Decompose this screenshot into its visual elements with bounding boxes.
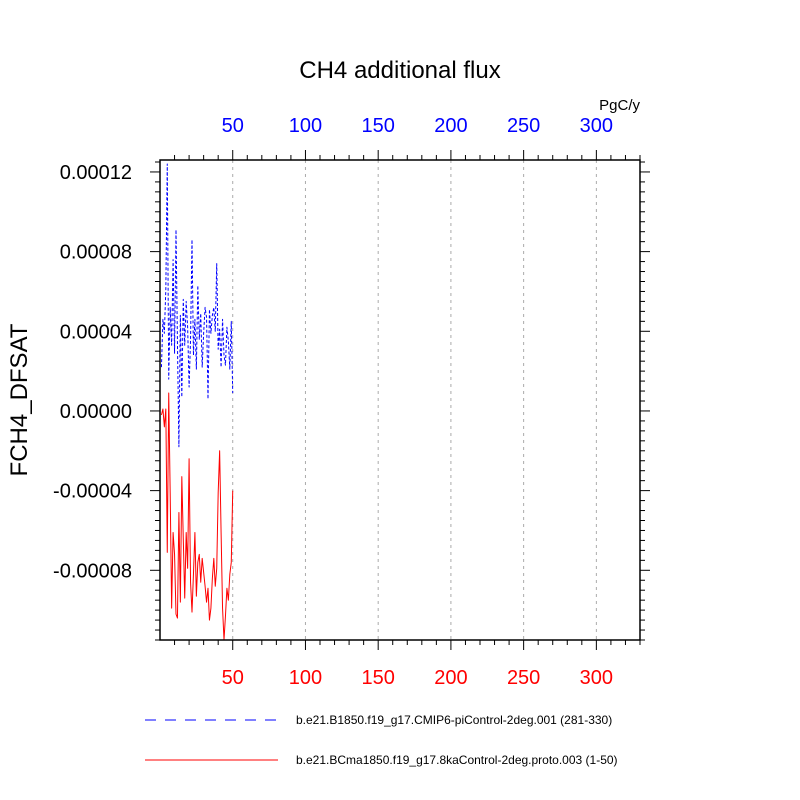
- y-tick-label: -0.00008: [53, 560, 132, 582]
- units-label: PgC/y: [599, 97, 640, 114]
- y-axis-label: FCH4_DFSAT: [6, 323, 33, 476]
- x-tick-label-top: 50: [222, 115, 244, 137]
- legend: b.e21.B1850.f19_g17.CMIP6-piControl-2deg…: [145, 713, 618, 767]
- x-tick-label-top: 150: [361, 115, 394, 137]
- grid: [232, 160, 597, 640]
- y-tick-label: -0.00004: [53, 481, 132, 503]
- chart-title: CH4 additional flux: [299, 57, 500, 84]
- x-tick-label-bottom: 100: [289, 667, 322, 689]
- y-tick-label: 0.00004: [60, 321, 132, 343]
- x-tick-label-bottom: 250: [507, 667, 540, 689]
- x-tick-label-top: 100: [289, 115, 322, 137]
- y-tick-label: 0.00012: [60, 162, 132, 184]
- series-line-2: [160, 392, 234, 641]
- x-tick-label-top: 300: [580, 115, 613, 137]
- x-tick-label-bottom: 150: [361, 667, 394, 689]
- x-tick-label-top: 200: [434, 115, 467, 137]
- axis-ticks: [150, 150, 650, 650]
- legend-label-2: b.e21.BCma1850.f19_g17.8kaControl-2deg.p…: [296, 753, 618, 767]
- legend-label-1: b.e21.B1850.f19_g17.CMIP6-piControl-2deg…: [296, 713, 612, 727]
- x-tick-label-bottom: 300: [580, 667, 613, 689]
- y-tick-label: 0.00008: [60, 242, 132, 264]
- x-tick-label-bottom: 200: [434, 667, 467, 689]
- plot-frame: [159, 159, 641, 641]
- x-tick-label-bottom: 50: [222, 667, 244, 689]
- axis-tick-labels: 50 50 100 100 150 150 200 200 250 250 300 300 0.0001…: [53, 115, 613, 689]
- plot-series: [160, 163, 234, 641]
- y-tick-label: 0.00000: [60, 401, 132, 423]
- x-tick-label-top: 250: [507, 115, 540, 137]
- series-line-1: [160, 163, 234, 448]
